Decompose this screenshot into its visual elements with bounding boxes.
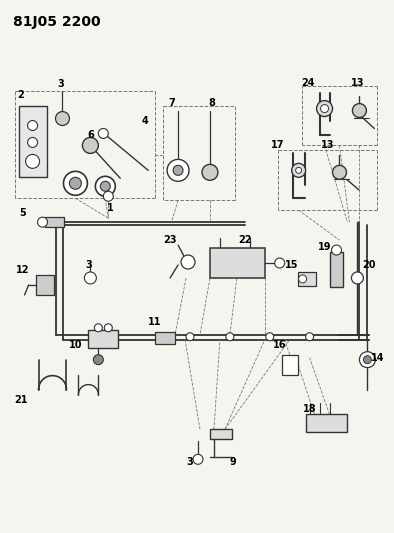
Circle shape bbox=[26, 155, 39, 168]
Text: 9: 9 bbox=[229, 457, 236, 467]
Text: 3: 3 bbox=[57, 79, 64, 88]
Bar bbox=[297, 272, 316, 286]
Circle shape bbox=[292, 164, 306, 177]
Text: 1: 1 bbox=[107, 203, 114, 213]
Text: 13: 13 bbox=[351, 78, 364, 87]
Circle shape bbox=[275, 258, 285, 268]
Text: 16: 16 bbox=[273, 340, 286, 350]
Circle shape bbox=[95, 324, 102, 332]
Bar bbox=[88, 330, 118, 348]
Bar bbox=[45, 217, 65, 227]
Bar bbox=[155, 332, 175, 344]
Bar bbox=[210, 248, 265, 278]
Circle shape bbox=[167, 159, 189, 181]
Circle shape bbox=[28, 120, 37, 131]
Circle shape bbox=[193, 454, 203, 464]
Text: 17: 17 bbox=[271, 140, 284, 150]
Circle shape bbox=[98, 128, 108, 139]
Text: 4: 4 bbox=[142, 116, 149, 125]
Circle shape bbox=[95, 176, 115, 196]
Circle shape bbox=[100, 181, 110, 191]
Bar bbox=[19, 106, 46, 177]
Text: 20: 20 bbox=[362, 260, 376, 270]
Circle shape bbox=[266, 333, 274, 341]
Circle shape bbox=[63, 171, 87, 195]
Circle shape bbox=[316, 101, 333, 117]
Circle shape bbox=[353, 103, 366, 118]
Circle shape bbox=[306, 333, 314, 341]
Text: 12: 12 bbox=[16, 265, 30, 275]
Circle shape bbox=[299, 275, 307, 283]
Bar bbox=[282, 354, 297, 375]
Text: 7: 7 bbox=[169, 98, 175, 108]
Circle shape bbox=[173, 165, 183, 175]
Text: 3: 3 bbox=[187, 457, 193, 467]
Circle shape bbox=[69, 177, 82, 189]
Text: 15: 15 bbox=[285, 260, 298, 270]
Circle shape bbox=[351, 272, 363, 284]
Text: 24: 24 bbox=[301, 78, 314, 87]
Circle shape bbox=[296, 167, 302, 173]
Circle shape bbox=[103, 191, 113, 201]
Text: 5: 5 bbox=[19, 208, 26, 218]
Text: 6: 6 bbox=[87, 131, 94, 141]
Circle shape bbox=[321, 104, 329, 112]
Circle shape bbox=[226, 333, 234, 341]
Text: 21: 21 bbox=[14, 394, 27, 405]
Circle shape bbox=[359, 352, 375, 368]
Text: 23: 23 bbox=[164, 235, 177, 245]
Text: 22: 22 bbox=[238, 235, 252, 245]
Text: 10: 10 bbox=[69, 340, 82, 350]
Circle shape bbox=[93, 354, 103, 365]
Bar bbox=[329, 252, 344, 287]
Text: 3: 3 bbox=[85, 260, 92, 270]
Text: 14: 14 bbox=[371, 353, 384, 362]
Circle shape bbox=[363, 356, 372, 364]
Circle shape bbox=[84, 272, 97, 284]
Circle shape bbox=[333, 165, 346, 179]
Text: 13: 13 bbox=[321, 140, 334, 150]
Circle shape bbox=[181, 255, 195, 269]
Bar bbox=[210, 430, 232, 439]
Bar bbox=[306, 415, 348, 432]
Circle shape bbox=[82, 138, 98, 154]
Text: 2: 2 bbox=[17, 90, 24, 100]
Circle shape bbox=[28, 138, 37, 148]
Circle shape bbox=[37, 217, 48, 227]
Text: 8: 8 bbox=[208, 98, 216, 108]
Circle shape bbox=[56, 111, 69, 125]
Text: 18: 18 bbox=[303, 405, 316, 415]
Bar bbox=[35, 275, 54, 295]
Text: 11: 11 bbox=[149, 317, 162, 327]
Circle shape bbox=[186, 333, 194, 341]
Circle shape bbox=[104, 324, 112, 332]
Circle shape bbox=[202, 164, 218, 180]
Circle shape bbox=[331, 245, 342, 255]
Text: 81J05 2200: 81J05 2200 bbox=[13, 15, 100, 29]
Text: 19: 19 bbox=[318, 242, 331, 252]
